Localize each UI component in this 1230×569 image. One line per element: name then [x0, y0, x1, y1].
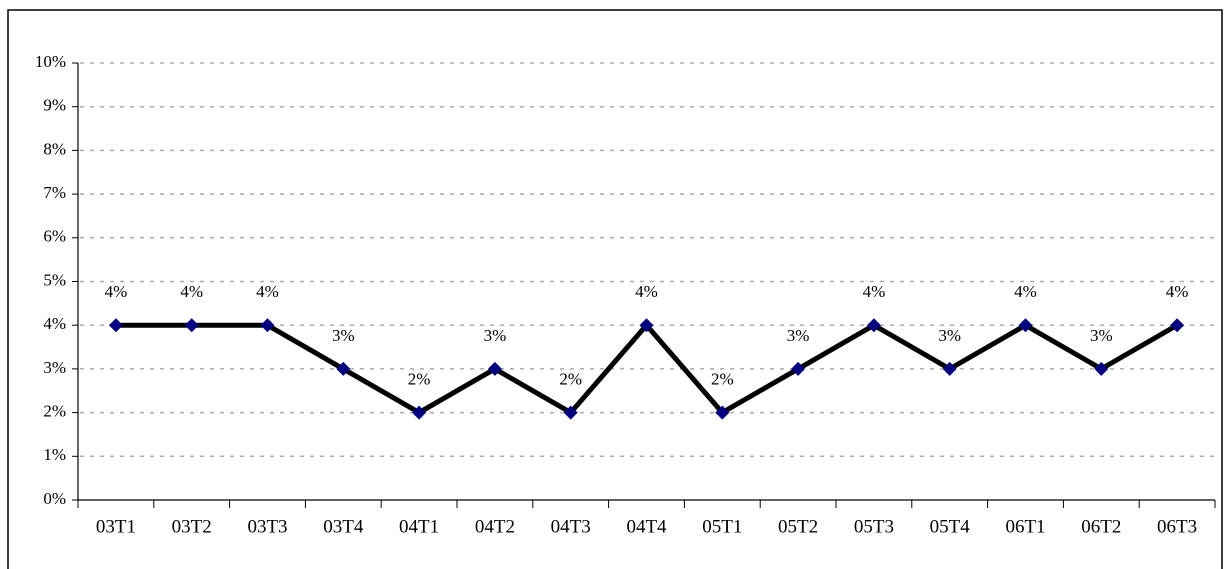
data-label: 3%: [484, 326, 507, 345]
x-tick-label: 05T3: [854, 516, 894, 537]
y-tick-label: 8%: [43, 139, 66, 158]
x-tick-label: 04T4: [626, 516, 667, 537]
data-label: 4%: [105, 282, 128, 301]
y-tick-label: 5%: [43, 270, 66, 289]
data-label: 4%: [635, 282, 658, 301]
y-tick-label: 3%: [43, 358, 66, 377]
y-tick-label: 10%: [35, 52, 66, 71]
data-marker: [336, 361, 351, 376]
x-tick-label: 06T3: [1157, 516, 1197, 537]
x-tick-label: 06T2: [1081, 516, 1121, 537]
x-tick-label: 03T2: [172, 516, 212, 537]
x-tick-label: 03T1: [96, 516, 136, 537]
y-tick-label: 0%: [43, 489, 66, 508]
x-tick-label: 03T3: [247, 516, 287, 537]
data-label: 4%: [863, 282, 886, 301]
data-marker: [866, 318, 881, 333]
data-marker: [487, 361, 502, 376]
data-marker: [942, 361, 957, 376]
data-label: 2%: [559, 370, 582, 389]
x-tick-label: 04T3: [551, 516, 591, 537]
data-marker: [1094, 361, 1109, 376]
y-tick-label: 6%: [43, 227, 66, 246]
y-tick-label: 4%: [43, 314, 66, 333]
data-marker: [639, 318, 654, 333]
x-tick-label: 04T2: [475, 516, 515, 537]
data-marker: [791, 361, 806, 376]
x-tick-label: 05T2: [778, 516, 818, 537]
data-marker: [412, 405, 427, 420]
data-label: 3%: [787, 326, 810, 345]
data-label: 4%: [1166, 282, 1189, 301]
chart-frame: [7, 9, 1223, 569]
data-label: 4%: [180, 282, 203, 301]
data-label: 4%: [1014, 282, 1037, 301]
data-label: 3%: [332, 326, 355, 345]
data-marker: [108, 318, 123, 333]
data-marker: [563, 405, 578, 420]
data-label: 2%: [711, 370, 734, 389]
y-tick-label: 9%: [43, 96, 66, 115]
data-label: 3%: [938, 326, 961, 345]
y-tick-label: 1%: [43, 445, 66, 464]
data-marker: [1170, 318, 1185, 333]
x-tick-label: 06T1: [1005, 516, 1045, 537]
data-label: 2%: [408, 370, 431, 389]
data-label: 3%: [1090, 326, 1113, 345]
x-tick-label: 04T1: [399, 516, 439, 537]
x-tick-label: 03T4: [323, 516, 364, 537]
data-marker: [260, 318, 275, 333]
y-tick-label: 2%: [43, 402, 66, 421]
data-marker: [184, 318, 199, 333]
x-tick-label: 05T4: [930, 516, 971, 537]
x-tick-label: 05T1: [702, 516, 742, 537]
data-marker: [715, 405, 730, 420]
data-label: 4%: [256, 282, 279, 301]
data-marker: [1018, 318, 1033, 333]
y-tick-label: 7%: [43, 183, 66, 202]
